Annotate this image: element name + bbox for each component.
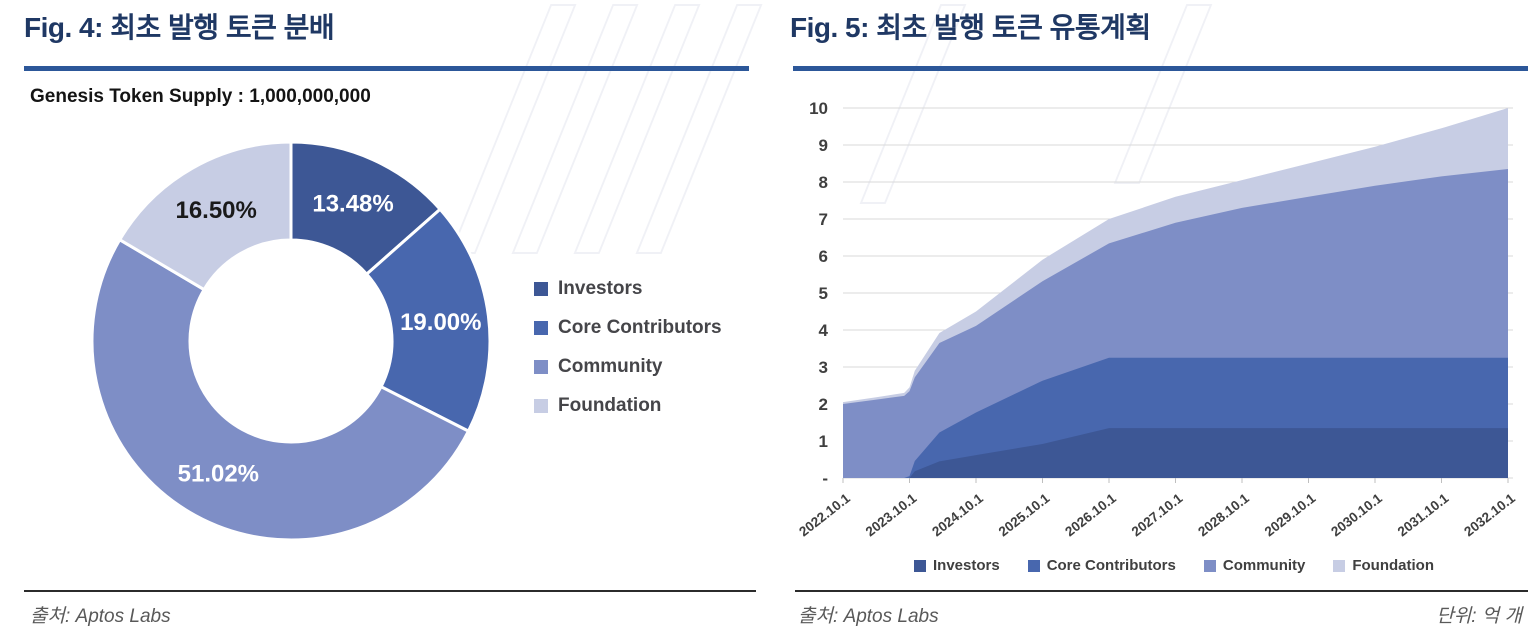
y-tick-label-2: 2 [819, 395, 828, 414]
fig4-title-rule [24, 66, 749, 71]
fig4-footer-rule [24, 590, 756, 592]
fig4-panel: Fig. 4: 최초 발행 토큰 분배 Genesis Token Supply… [24, 12, 756, 627]
fig5-title: Fig. 5: 최초 발행 토큰 유통계획 [790, 12, 1151, 43]
legend-swatch-community [1203, 559, 1216, 572]
x-tick-label-9: 2031.10.1 [1395, 490, 1452, 539]
x-tick-label-2: 2024.10.1 [929, 490, 986, 539]
x-tick-label-7: 2029.10.1 [1262, 490, 1319, 539]
fig5-legend-item-core-contributors: Core Contributors [1027, 557, 1176, 574]
x-tick-label-0: 2022.10.1 [796, 490, 853, 539]
area-series-investors [843, 428, 1508, 478]
y-tick-label-9: 9 [819, 136, 828, 155]
legend-swatch-core-contributors [534, 321, 548, 335]
x-tick-label-4: 2026.10.1 [1062, 490, 1119, 539]
donut-segment-core-contributors [365, 207, 492, 433]
y-tick-label-0: - [822, 469, 828, 488]
fig5-legend-item-investors: Investors [913, 557, 1000, 574]
token-distribution-donut-chart: 13.48% 19.00% 51.02% 16.50% [90, 140, 492, 542]
fig5-title-rule [793, 66, 1528, 71]
legend-swatch-investors [913, 559, 926, 572]
fig4-legend: Investors Core Contributors Community Found… [534, 278, 722, 417]
fig4-legend-item-community: Community [534, 356, 722, 378]
x-tick-label-1: 2023.10.1 [863, 490, 920, 539]
legend-swatch-foundation [1333, 559, 1346, 572]
y-tick-label-1: 1 [819, 432, 828, 451]
legend-label-investors: Investors [932, 557, 1000, 574]
x-tick-label-5: 2027.10.1 [1129, 490, 1186, 539]
y-tick-label-5: 5 [819, 284, 828, 303]
legend-label-community: Community [1222, 557, 1306, 574]
fig5-unit: 단위: 억 개 [1436, 606, 1522, 627]
fig5-panel: Fig. 5: 최초 발행 토큰 유통계획 - 1 2 3 4 5 6 7 8 9 10 2022.1… [768, 0, 1536, 639]
fig4-legend-item-investors: Investors [534, 278, 722, 300]
donut-value-label-community: 51.02% [178, 460, 259, 487]
legend-label-foundation: Foundation [558, 395, 662, 416]
fig5-legend-item-foundation: Foundation [1333, 557, 1434, 574]
fig4-legend-item-core-contributors: Core Contributors [534, 317, 722, 339]
legend-swatch-foundation [534, 399, 548, 413]
legend-swatch-investors [534, 282, 548, 296]
donut-value-label-core-contributors: 19.00% [400, 309, 481, 336]
legend-label-investors: Investors [558, 278, 643, 299]
fig5-footer-rule [795, 590, 1528, 592]
y-tick-label-7: 7 [819, 210, 828, 229]
genesis-token-supply-label: Genesis Token Supply : 1,000,000,000 [30, 86, 371, 107]
donut-value-label-foundation: 16.50% [175, 197, 256, 224]
y-tick-label-6: 6 [819, 247, 828, 266]
x-tick-label-8: 2030.10.1 [1328, 490, 1385, 539]
legend-swatch-core-contributors [1027, 559, 1040, 572]
donut-segment-community [90, 238, 470, 542]
legend-label-foundation: Foundation [1352, 557, 1435, 574]
y-tick-label-4: 4 [819, 321, 829, 340]
fig4-legend-item-foundation: Foundation [534, 395, 722, 417]
fig5-legend-item-community: Community [1203, 557, 1306, 574]
legend-label-core-contributors: Core Contributors [558, 317, 722, 338]
fig4-title: Fig. 4: 최초 발행 토큰 분배 [24, 12, 335, 43]
legend-label-community: Community [558, 356, 663, 377]
donut-segment-foundation [118, 140, 293, 292]
legend-swatch-community [534, 360, 548, 374]
donut-value-label-investors: 13.48% [312, 190, 393, 217]
x-tick-label-6: 2028.10.1 [1195, 490, 1252, 539]
fig5-source: 출처: Aptos Labs [798, 606, 939, 627]
x-tick-label-10: 2032.10.1 [1461, 490, 1518, 539]
x-tick-label-3: 2025.10.1 [996, 490, 1053, 539]
y-tick-label-3: 3 [819, 358, 828, 377]
legend-label-core-contributors: Core Contributors [1046, 557, 1176, 574]
y-tick-label-8: 8 [819, 173, 828, 192]
y-tick-label-10: 10 [809, 99, 828, 118]
fig5-legend: Investors Core Contributors Community Found… [838, 557, 1510, 574]
fig4-source: 출처: Aptos Labs [30, 606, 171, 627]
